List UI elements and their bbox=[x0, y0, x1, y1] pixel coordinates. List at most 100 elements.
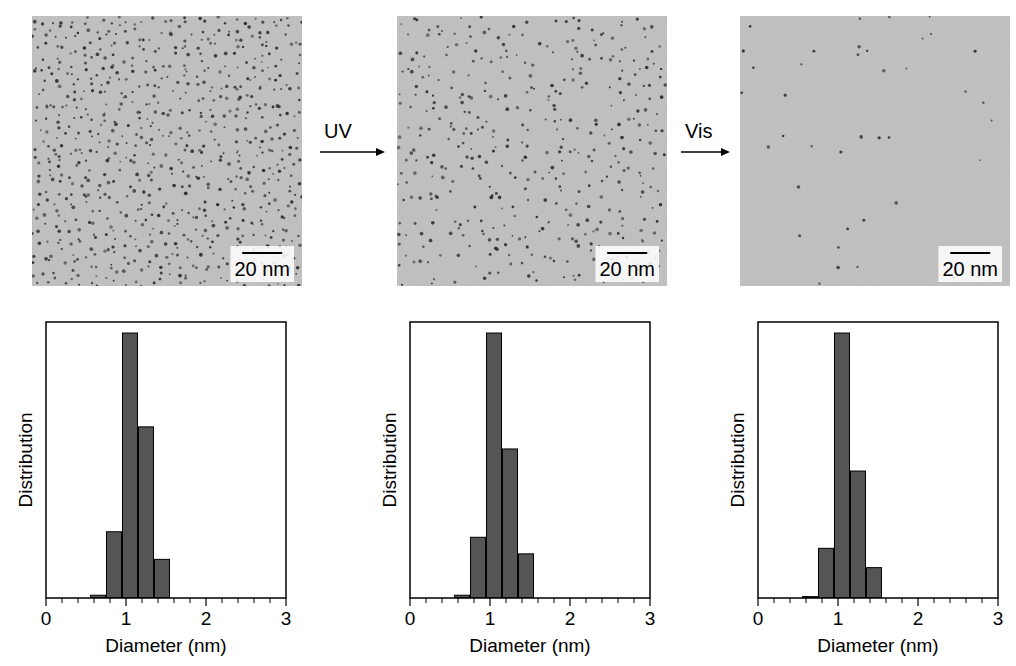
particle bbox=[154, 110, 158, 114]
particle bbox=[33, 69, 36, 72]
particle bbox=[287, 24, 289, 26]
arrow: Vis bbox=[681, 120, 730, 156]
particle bbox=[64, 132, 67, 135]
particle bbox=[214, 43, 216, 45]
particle bbox=[60, 173, 63, 176]
particle bbox=[162, 205, 165, 208]
particle bbox=[57, 242, 59, 244]
particle bbox=[126, 41, 129, 44]
particle bbox=[182, 170, 184, 172]
particle bbox=[88, 221, 91, 224]
particle bbox=[297, 87, 300, 90]
scale-bar-label: 20 nm bbox=[599, 258, 655, 280]
particle bbox=[142, 39, 145, 42]
particle bbox=[611, 129, 613, 131]
particle bbox=[212, 252, 214, 254]
particle bbox=[99, 141, 101, 143]
particle bbox=[275, 25, 277, 27]
particle bbox=[609, 86, 611, 88]
particle bbox=[153, 166, 155, 168]
particle bbox=[162, 135, 164, 137]
particle bbox=[195, 216, 198, 219]
particle bbox=[558, 237, 561, 240]
particle bbox=[538, 230, 540, 232]
particle bbox=[84, 176, 87, 179]
particle bbox=[72, 254, 74, 256]
particle bbox=[563, 78, 566, 81]
arrow-shaft bbox=[320, 151, 379, 153]
particle bbox=[149, 144, 151, 146]
particle bbox=[295, 41, 297, 43]
particle bbox=[810, 145, 812, 147]
particle bbox=[166, 113, 170, 117]
particle bbox=[447, 46, 449, 48]
particle bbox=[125, 78, 128, 81]
particle bbox=[166, 76, 168, 78]
particle bbox=[188, 134, 190, 136]
particle bbox=[157, 86, 160, 89]
particle bbox=[105, 277, 107, 279]
particle bbox=[107, 146, 109, 148]
particle bbox=[268, 284, 271, 286]
histogram-bar bbox=[835, 333, 850, 598]
particle bbox=[164, 20, 167, 23]
particle bbox=[138, 179, 141, 182]
particle bbox=[169, 167, 173, 171]
particle bbox=[431, 175, 433, 177]
particle bbox=[623, 99, 625, 101]
particle bbox=[415, 85, 418, 88]
particle bbox=[413, 260, 416, 263]
particle bbox=[121, 135, 123, 137]
particle bbox=[89, 149, 92, 152]
particle bbox=[251, 223, 253, 225]
particle bbox=[399, 93, 401, 95]
particle bbox=[454, 221, 457, 224]
particle bbox=[297, 137, 299, 139]
x-minor-tick bbox=[238, 598, 239, 603]
particle bbox=[862, 219, 865, 222]
particle bbox=[575, 202, 577, 204]
particle bbox=[882, 69, 886, 73]
particle bbox=[641, 190, 645, 194]
x-tick-label: 3 bbox=[281, 608, 292, 629]
particle bbox=[492, 150, 495, 153]
particle bbox=[653, 63, 655, 65]
x-minor-tick bbox=[474, 598, 475, 603]
particle bbox=[298, 182, 302, 186]
particle bbox=[224, 52, 228, 56]
particle bbox=[621, 70, 623, 72]
x-minor-tick bbox=[158, 598, 159, 603]
particle bbox=[184, 191, 188, 195]
particle bbox=[591, 29, 594, 32]
particle bbox=[233, 206, 236, 209]
particle bbox=[202, 31, 205, 34]
particle bbox=[223, 114, 227, 118]
histogram-panel: 0123Diameter (nm)Distribution bbox=[15, 322, 291, 656]
x-tick-label: 3 bbox=[645, 608, 656, 629]
particle bbox=[512, 206, 515, 209]
particle bbox=[656, 113, 658, 115]
particle bbox=[129, 235, 132, 238]
particle bbox=[621, 136, 624, 139]
histogram-bar bbox=[867, 568, 882, 598]
particle bbox=[614, 155, 616, 157]
particle bbox=[201, 235, 203, 237]
particle bbox=[930, 33, 932, 35]
particle bbox=[69, 242, 72, 245]
particle bbox=[644, 108, 648, 112]
particle bbox=[521, 124, 524, 127]
particle bbox=[660, 95, 664, 99]
particle bbox=[105, 233, 108, 236]
particle bbox=[43, 213, 47, 217]
particle bbox=[196, 76, 198, 78]
particle bbox=[109, 77, 111, 79]
particle bbox=[244, 22, 247, 25]
micrograph-texture bbox=[740, 16, 1010, 286]
particle bbox=[135, 280, 138, 283]
particle bbox=[405, 255, 407, 257]
particle bbox=[415, 51, 418, 54]
particle bbox=[67, 230, 70, 233]
particle bbox=[622, 237, 624, 239]
particle bbox=[643, 27, 646, 30]
x-tick-label: 2 bbox=[565, 608, 576, 629]
